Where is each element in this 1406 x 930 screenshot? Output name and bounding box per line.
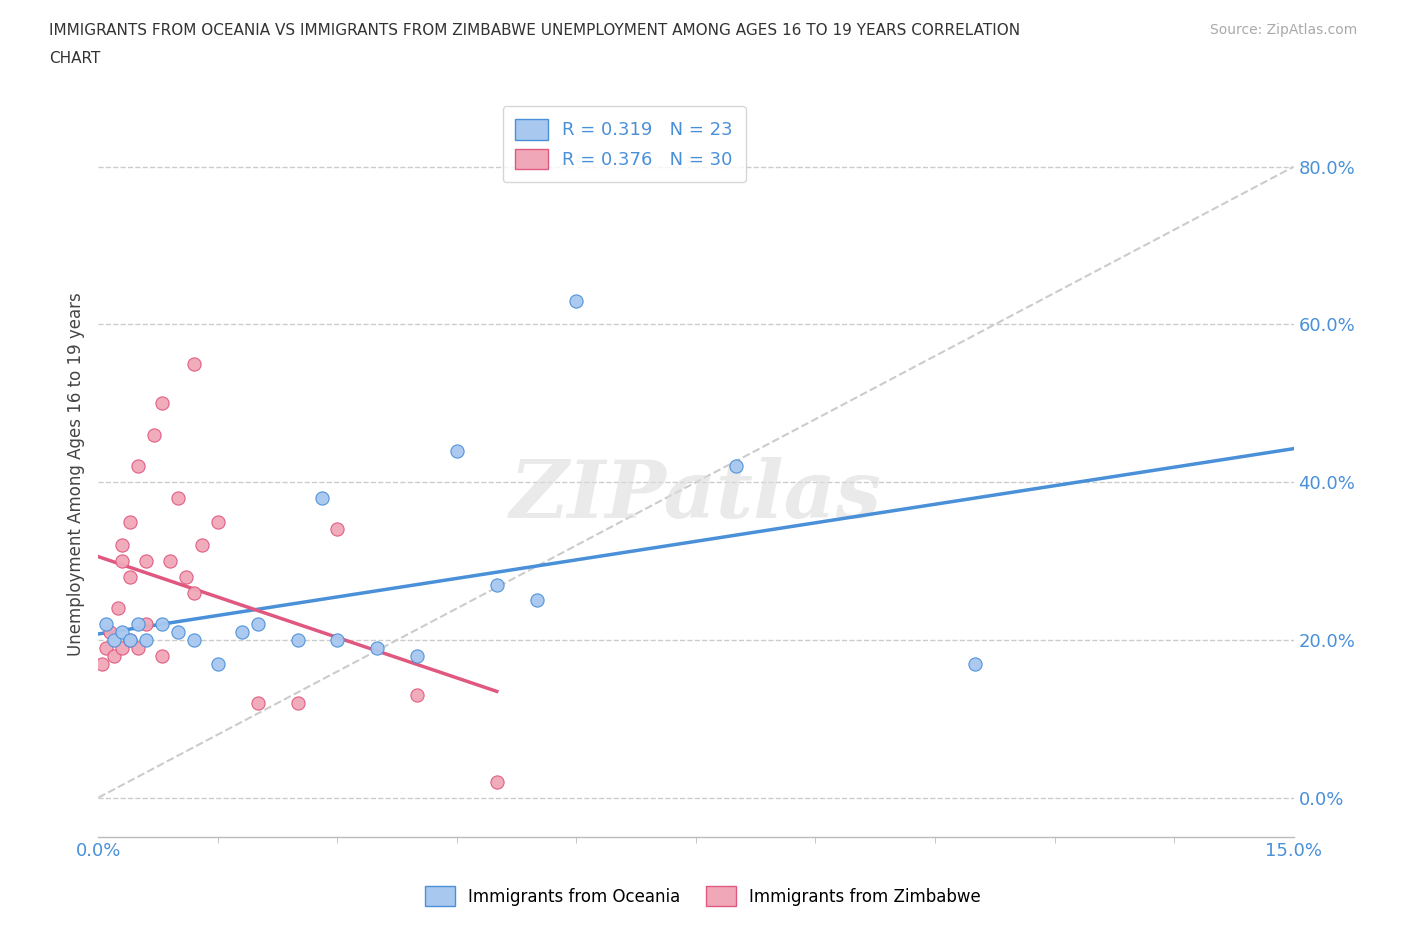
- Point: [326, 522, 349, 537]
- Point: [963, 656, 986, 671]
- Point: [127, 641, 149, 656]
- Point: [107, 601, 129, 616]
- Point: [120, 514, 142, 529]
- Point: [103, 632, 125, 647]
- Point: [127, 459, 149, 474]
- Point: [159, 553, 181, 568]
- Point: [91, 656, 114, 671]
- Text: ZIPatlas: ZIPatlas: [510, 458, 882, 535]
- Point: [135, 553, 157, 568]
- Point: [485, 775, 508, 790]
- Text: IMMIGRANTS FROM OCEANIA VS IMMIGRANTS FROM ZIMBABWE UNEMPLOYMENT AMONG AGES 16 T: IMMIGRANTS FROM OCEANIA VS IMMIGRANTS FR…: [49, 23, 1021, 38]
- Point: [406, 687, 429, 702]
- Point: [207, 514, 229, 529]
- Point: [127, 617, 149, 631]
- Point: [96, 641, 118, 656]
- Point: [287, 696, 309, 711]
- Point: [103, 648, 125, 663]
- Legend: Immigrants from Oceania, Immigrants from Zimbabwe: Immigrants from Oceania, Immigrants from…: [419, 880, 987, 912]
- Legend: R = 0.319   N = 23, R = 0.376   N = 30: R = 0.319 N = 23, R = 0.376 N = 30: [503, 106, 745, 182]
- Point: [135, 617, 157, 631]
- Text: Source: ZipAtlas.com: Source: ZipAtlas.com: [1209, 23, 1357, 37]
- Point: [135, 632, 157, 647]
- Point: [207, 656, 229, 671]
- Point: [311, 490, 333, 505]
- Point: [406, 648, 429, 663]
- Point: [120, 632, 142, 647]
- Point: [231, 625, 253, 640]
- Point: [183, 632, 205, 647]
- Point: [526, 593, 548, 608]
- Point: [326, 632, 349, 647]
- Point: [111, 553, 134, 568]
- Point: [150, 648, 173, 663]
- Point: [150, 396, 173, 411]
- Point: [150, 617, 173, 631]
- Point: [366, 641, 388, 656]
- Point: [167, 625, 190, 640]
- Point: [143, 428, 166, 443]
- Point: [183, 356, 205, 371]
- Y-axis label: Unemployment Among Ages 16 to 19 years: Unemployment Among Ages 16 to 19 years: [66, 292, 84, 657]
- Point: [183, 585, 205, 600]
- Point: [724, 459, 747, 474]
- Point: [174, 569, 197, 584]
- Point: [167, 490, 190, 505]
- Point: [96, 617, 118, 631]
- Point: [111, 625, 134, 640]
- Point: [98, 625, 122, 640]
- Point: [111, 538, 134, 552]
- Point: [191, 538, 214, 552]
- Point: [485, 578, 508, 592]
- Point: [111, 641, 134, 656]
- Point: [446, 444, 468, 458]
- Point: [287, 632, 309, 647]
- Text: CHART: CHART: [49, 51, 101, 66]
- Point: [565, 293, 588, 308]
- Point: [120, 569, 142, 584]
- Point: [120, 632, 142, 647]
- Point: [246, 617, 269, 631]
- Point: [246, 696, 269, 711]
